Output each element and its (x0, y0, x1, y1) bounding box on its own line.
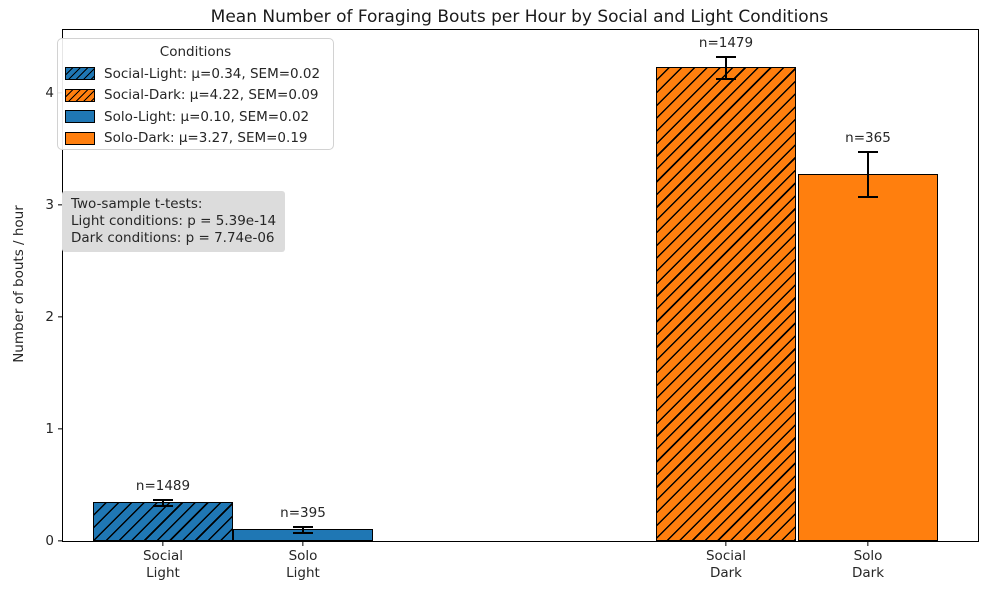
legend-entry: Social-Dark: μ=4.22, SEM=0.09 (58, 85, 333, 107)
y-tick-label: 1 (45, 421, 54, 437)
ttest-annotation: Two-sample t-tests: Light conditions: p =… (62, 191, 286, 252)
x-tick-line-2: Dark (709, 564, 743, 581)
n-label-solo-light: n=395 (280, 504, 326, 521)
x-tick-label-solo-dark: Solo Dark (852, 548, 884, 581)
x-tick-mark (867, 541, 869, 546)
n-label-social-light: n=1489 (135, 477, 191, 494)
y-tick-mark (58, 204, 63, 206)
y-tick-mark (58, 540, 63, 542)
legend-entry-label: Solo-Dark: μ=3.27, SEM=0.19 (104, 130, 308, 147)
errorbar-solo-dark (858, 151, 878, 199)
legend-swatch-hatched (65, 88, 95, 102)
legend-entries: Social-Light: μ=0.34, SEM=0.02 Social-Dar… (58, 63, 333, 149)
x-tick-line-1: Solo (288, 548, 318, 564)
n-label-social-dark: n=1479 (698, 35, 754, 52)
x-tick-line-1: Social (142, 548, 184, 564)
legend-entry-label: Social-Light: μ=0.34, SEM=0.02 (104, 65, 321, 82)
annotation-line: Dark conditions: p = 7.74e-06 (71, 230, 275, 246)
chart-title: Mean Number of Foraging Bouts per Hour b… (210, 7, 829, 27)
y-tick-label: 4 (45, 85, 54, 101)
x-tick-label-social-dark: Social Dark (706, 548, 746, 581)
bar-social-dark (656, 67, 796, 541)
legend-entry: Solo-Light: μ=0.10, SEM=0.02 (58, 106, 333, 128)
legend: Conditions Social-Light: μ=0.34, SEM=0.0… (57, 38, 334, 150)
y-tick-mark (58, 316, 63, 318)
legend-entry: Solo-Dark: μ=3.27, SEM=0.19 (58, 128, 333, 150)
annotation-line: Light conditions: p = 5.39e-14 (71, 213, 277, 229)
y-tick-label: 3 (45, 197, 54, 213)
n-label-solo-dark: n=365 (845, 130, 891, 147)
annotation-line: Two-sample t-tests: (71, 196, 203, 212)
y-tick-label: 2 (45, 309, 54, 325)
y-tick-mark (58, 428, 63, 430)
errorbar-social-light (153, 498, 173, 508)
legend-swatch (65, 131, 95, 145)
errorbar-solo-light (293, 525, 313, 535)
bar-social-light (93, 501, 233, 541)
x-tick-mark (302, 541, 304, 546)
y-tick-label: 0 (45, 533, 54, 549)
x-tick-label-solo-light: Solo Light (286, 548, 320, 581)
x-tick-line-2: Light (146, 564, 180, 581)
legend-swatch-hatched (65, 67, 95, 81)
legend-entry-label: Social-Dark: μ=4.22, SEM=0.09 (104, 87, 319, 104)
errorbar-social-dark (716, 56, 736, 81)
x-tick-line-1: Social (705, 548, 747, 564)
x-tick-line-2: Light (286, 564, 320, 581)
legend-swatch (65, 110, 95, 124)
x-tick-label-social-light: Social Light (143, 548, 183, 581)
x-tick-mark (162, 541, 164, 546)
x-tick-line-2: Dark (851, 564, 885, 581)
bar-solo-dark (798, 173, 938, 541)
legend-entry-label: Solo-Light: μ=0.10, SEM=0.02 (104, 108, 310, 125)
x-tick-line-1: Solo (853, 548, 883, 564)
y-axis-label: Number of bouts / hour (11, 205, 27, 363)
plot-area: 0 1 2 3 4 n=1489 Social Light n=395 Solo Light n=14… (45, 29, 979, 581)
legend-entry: Social-Light: μ=0.34, SEM=0.02 (58, 63, 333, 85)
legend-title: Conditions (159, 44, 232, 60)
x-tick-mark (725, 541, 727, 546)
